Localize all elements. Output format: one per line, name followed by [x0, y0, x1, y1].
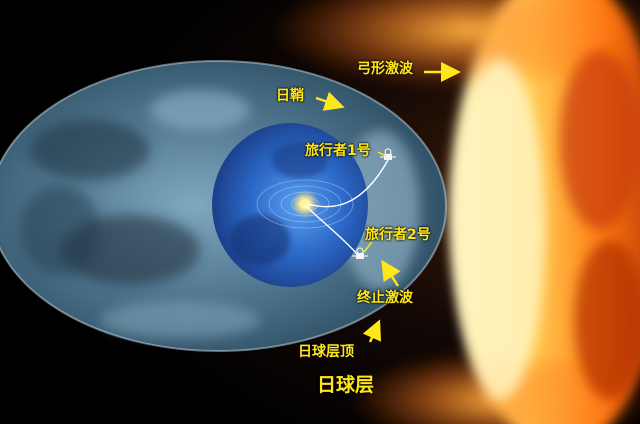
heliopause-label: 日球层顶	[298, 344, 354, 360]
voyager2-spacecraft-icon	[352, 247, 368, 259]
heliopause-arrow	[362, 319, 382, 343]
voyager1-label: 旅行者1号	[305, 143, 371, 159]
bow-shock-region	[270, 0, 640, 424]
voyager1-label-leader	[377, 151, 387, 157]
heliosheath-label: 日鞘	[276, 88, 304, 104]
voyager2-label-leader	[363, 241, 373, 253]
termination-shock-label: 终止激波	[357, 290, 413, 306]
voyager1-spacecraft-icon	[380, 148, 396, 160]
voyager2-trajectory	[305, 205, 359, 256]
bow-shock-label: 弓形激波	[357, 61, 413, 77]
voyager2-label: 旅行者2号	[365, 227, 431, 243]
heliosheath-arrow	[315, 91, 345, 111]
voyager1-trajectory	[307, 159, 389, 208]
heliosphere-label: 日球层	[317, 374, 375, 396]
termination-shock-arrow	[381, 259, 401, 287]
termination-shock-region	[212, 123, 368, 287]
